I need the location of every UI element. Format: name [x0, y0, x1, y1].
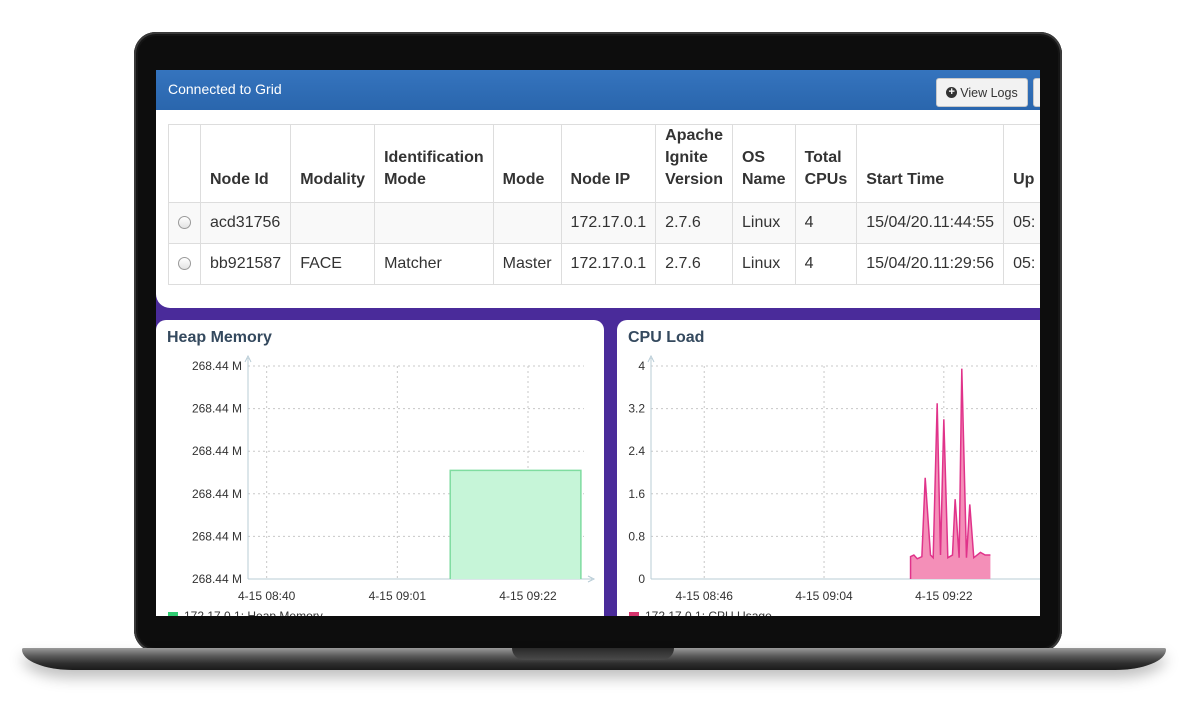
column-header-os-name[interactable]: OS Name [731, 124, 796, 203]
column-header-modality[interactable]: Modality [290, 124, 376, 203]
screen: Connected to Grid + View Logs Node Id Mod… [156, 70, 1040, 616]
heap-memory-panel: Heap Memory 268.44 M 268.44 M 268.44 M 268.… [156, 320, 604, 616]
y-tick-label: 1.6 [628, 487, 645, 501]
cell-node-ip: 172.17.0.1 [560, 243, 657, 285]
column-header-text: Start Time [866, 171, 945, 188]
column-header-text: Total [804, 149, 842, 166]
cell-identification-mode: Matcher [374, 243, 494, 285]
cell-start-time: 15/04/20.11:44:55 [856, 202, 1005, 244]
legend-swatch [629, 612, 639, 616]
cell-uptime: 05: [1003, 202, 1040, 244]
cell-ignite-version: 2.7.6 [655, 243, 733, 285]
table-row[interactable]: bb921587 FACE Matcher Master 172.17.0.1 2.7.6… [168, 243, 1040, 285]
y-tick-label: 268.44 M [192, 359, 242, 373]
column-header-text: Apache [665, 127, 723, 144]
legend-label[interactable]: 172.17.0.1: Heap Memory [184, 609, 323, 616]
view-logs-label: View Logs [960, 85, 1018, 100]
column-header-text: OS [741, 149, 766, 166]
x-tick-label: 4-15 08:40 [238, 589, 296, 603]
y-tick-label: 268.44 M [192, 529, 242, 543]
y-tick-label: 268.44 M [192, 487, 242, 501]
column-header-total-cpus[interactable]: Total CPUs [794, 124, 858, 203]
cell-mode [492, 202, 562, 244]
view-logs-button[interactable]: + View Logs [936, 78, 1028, 107]
column-header-text: Node IP [570, 171, 631, 188]
row-radio-button[interactable] [178, 216, 191, 230]
column-header-text: Modality [300, 171, 366, 188]
column-header-text: Name [741, 171, 786, 188]
row-select-cell [168, 243, 201, 285]
y-tick-label: 2.4 [628, 444, 645, 458]
cell-total-cpus: 4 [794, 202, 858, 244]
column-header-text: Identification [384, 149, 484, 166]
cell-start-time: 15/04/20.11:29:56 [856, 243, 1005, 285]
cpu-load-title: CPU Load [628, 329, 705, 346]
table-row[interactable]: acd31756 172.17.0.1 2.7.6 Linux 4 15/04/20.11… [168, 202, 1040, 244]
column-header-text: Up [1013, 171, 1035, 188]
row-select-cell [168, 202, 201, 244]
series-area [910, 368, 991, 579]
y-axis-arrow-icon [244, 354, 252, 363]
x-tick-label: 4-15 09:22 [499, 589, 557, 603]
cell-modality: FACE [290, 243, 376, 285]
column-header-identification-mode[interactable]: Identification Mode [374, 124, 494, 203]
y-tick-label: 268.44 M [192, 572, 242, 586]
cell-os-name: Linux [731, 243, 796, 285]
cell-uptime: 05: [1003, 243, 1040, 285]
laptop-notch [512, 648, 674, 660]
grid-header: Connected to Grid + View Logs [156, 70, 1040, 110]
cell-modality [290, 202, 376, 244]
cell-mode: Master [492, 243, 562, 285]
column-header-start-time[interactable]: Start Time [856, 124, 1005, 203]
x-tick-label: 4-15 09:04 [795, 589, 853, 603]
cell-total-cpus: 4 [794, 243, 858, 285]
series-line [449, 469, 582, 579]
column-header-text: Mode [384, 171, 426, 188]
y-tick-label: 0 [638, 572, 645, 586]
column-header-text: Node Id [210, 171, 269, 188]
x-tick-label: 4-15 09:01 [369, 589, 427, 603]
cpu-load-chart: 4 3.2 2.4 1.6 0.8 0 4-15 08:46 4-15 09:04 4-15 0… [628, 354, 1040, 616]
column-header-text: Mode [502, 171, 545, 188]
y-tick-label: 4 [638, 359, 645, 373]
column-header-select[interactable] [168, 124, 201, 203]
column-header-node-id[interactable]: Node Id [199, 124, 292, 203]
x-axis-arrow-icon [587, 575, 596, 583]
cell-node-id: bb921587 [199, 243, 292, 285]
cell-node-ip: 172.17.0.1 [560, 202, 657, 244]
column-header-ignite-version[interactable]: Apache Ignite Version [655, 124, 733, 203]
series-line [909, 368, 991, 579]
y-tick-label: 0.8 [628, 529, 645, 543]
header-extra-button[interactable] [1033, 78, 1040, 107]
x-tick-label: 4-15 08:46 [676, 589, 734, 603]
column-header-node-ip[interactable]: Node IP [560, 124, 657, 203]
y-tick-label: 268.44 M [192, 402, 242, 416]
column-header-uptime[interactable]: Up [1003, 124, 1040, 203]
column-header-mode[interactable]: Mode [492, 124, 562, 203]
y-tick-label: 268.44 M [192, 444, 242, 458]
x-tick-label: 4-15 09:22 [915, 589, 973, 603]
table-header-row: Node Id Modality Identification Mode Mode Nod… [168, 124, 1040, 203]
series-area [450, 470, 581, 579]
grid-panel: Connected to Grid + View Logs Node Id Mod… [156, 70, 1040, 308]
grid-status-title: Connected to Grid [168, 81, 282, 97]
y-axis-arrow-icon [647, 354, 655, 363]
plus-circle-icon: + [946, 87, 958, 98]
row-radio-button[interactable] [178, 257, 191, 271]
y-tick-label: 3.2 [628, 402, 645, 416]
cell-ignite-version: 2.7.6 [655, 202, 733, 244]
cell-identification-mode [374, 202, 494, 244]
column-header-text: CPUs [804, 171, 848, 188]
cell-node-id: acd31756 [199, 202, 292, 244]
legend-swatch [168, 612, 178, 616]
column-header-text: Ignite [665, 149, 708, 166]
nodes-table: Node Id Modality Identification Mode Mode Nod… [168, 124, 1040, 285]
cpu-load-panel: CPU Load 4 3.2 2.4 1.6 0.8 0 4-15 08:46 4-15 09… [617, 320, 1040, 616]
column-header-text: Version [665, 171, 723, 188]
cell-os-name: Linux [731, 202, 796, 244]
legend-label[interactable]: 172.17.0.1: CPU Usage [645, 609, 772, 616]
heap-memory-title: Heap Memory [167, 329, 272, 346]
heap-memory-chart: 268.44 M 268.44 M 268.44 M 268.44 M 268.44 M… [168, 354, 596, 616]
